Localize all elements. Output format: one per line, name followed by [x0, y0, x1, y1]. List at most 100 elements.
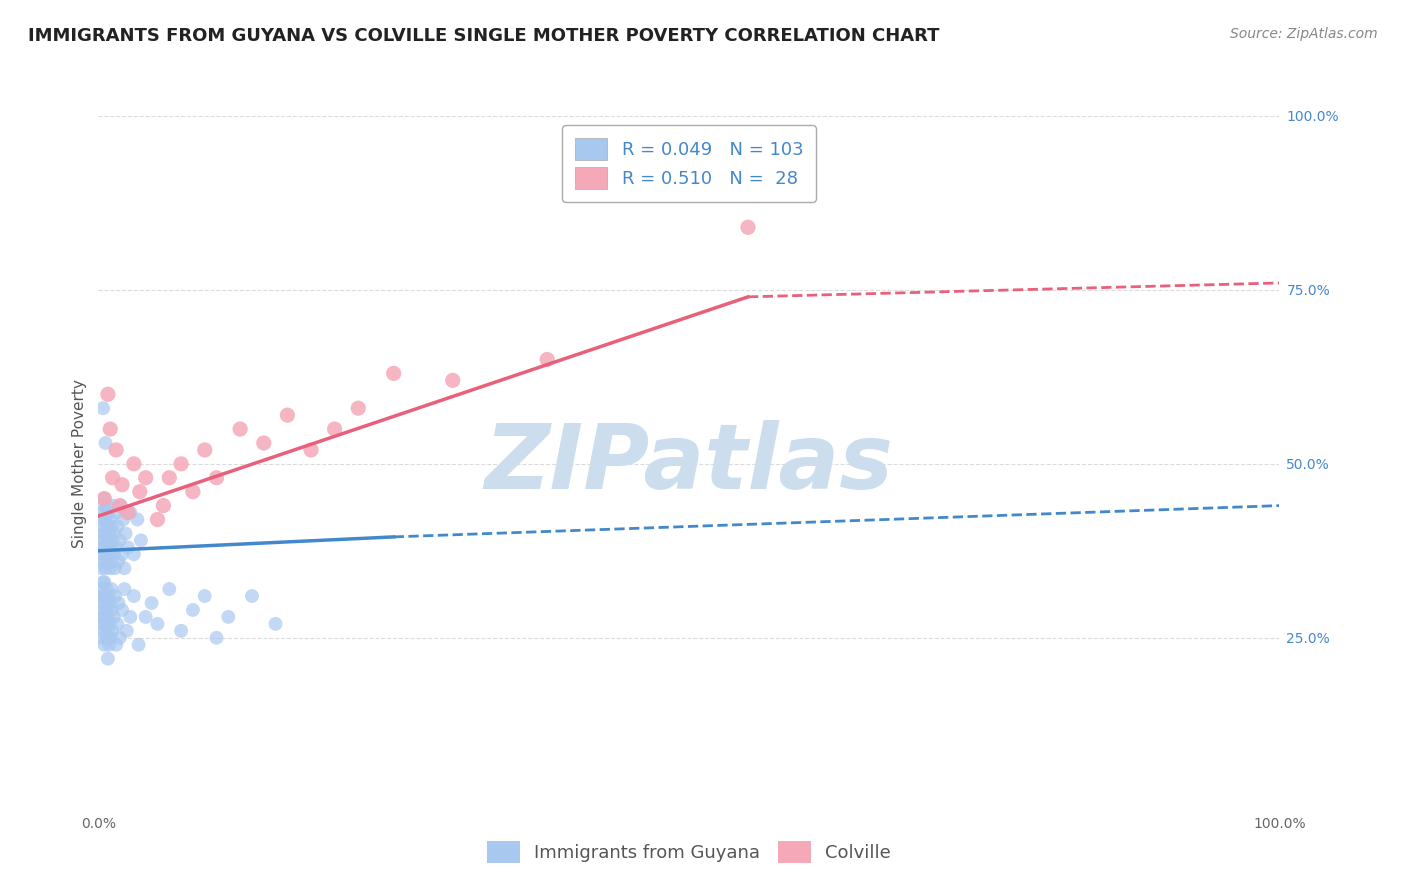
Point: [205, 471, 228, 485]
Point: [94, 616, 117, 631]
Point: [112, 561, 135, 575]
Point: [93, 541, 115, 555]
Point: [205, 631, 228, 645]
Point: [97, 506, 120, 520]
Point: [94, 512, 117, 526]
Point: [90, 582, 112, 596]
Point: [97, 387, 120, 401]
Point: [96, 499, 118, 513]
Point: [229, 422, 252, 436]
Point: [94, 436, 117, 450]
Point: [120, 506, 142, 520]
Point: [90, 512, 112, 526]
Point: [110, 499, 132, 513]
Point: [89, 541, 111, 555]
Point: [114, 526, 136, 541]
Point: [89, 596, 111, 610]
Point: [100, 582, 122, 596]
Point: [98, 526, 121, 541]
Point: [129, 533, 152, 548]
Point: [101, 499, 124, 513]
Point: [90, 616, 112, 631]
Point: [91, 575, 114, 590]
Point: [128, 484, 150, 499]
Point: [108, 631, 131, 645]
Point: [98, 638, 121, 652]
Point: [536, 352, 558, 367]
Point: [157, 582, 180, 596]
Point: [105, 519, 128, 533]
Point: [91, 554, 114, 568]
Point: [127, 512, 149, 526]
Point: [146, 616, 169, 631]
Point: [105, 638, 128, 652]
Point: [91, 526, 114, 541]
Point: [93, 610, 115, 624]
Point: [104, 589, 127, 603]
Point: [96, 533, 118, 548]
Point: [93, 526, 115, 541]
Legend: Immigrants from Guyana, Colville: Immigrants from Guyana, Colville: [478, 832, 900, 872]
Point: [91, 589, 114, 603]
Point: [96, 554, 118, 568]
Point: [103, 547, 125, 561]
Text: IMMIGRANTS FROM GUYANA VS COLVILLE SINGLE MOTHER POVERTY CORRELATION CHART: IMMIGRANTS FROM GUYANA VS COLVILLE SINGL…: [28, 27, 939, 45]
Point: [152, 499, 174, 513]
Point: [98, 512, 121, 526]
Point: [382, 367, 405, 381]
Point: [117, 506, 139, 520]
Point: [170, 624, 193, 638]
Point: [135, 471, 157, 485]
Point: [94, 547, 117, 561]
Point: [96, 631, 118, 645]
Point: [135, 610, 157, 624]
Point: [111, 477, 134, 491]
Point: [93, 638, 115, 652]
Point: [97, 519, 120, 533]
Point: [98, 616, 121, 631]
Point: [91, 624, 114, 638]
Point: [91, 499, 114, 513]
Point: [97, 589, 120, 603]
Point: [170, 457, 193, 471]
Point: [91, 533, 114, 548]
Point: [276, 408, 298, 422]
Point: [91, 506, 114, 520]
Point: [100, 519, 122, 533]
Point: [120, 610, 142, 624]
Point: [128, 638, 150, 652]
Point: [101, 471, 124, 485]
Point: [91, 401, 114, 416]
Point: [93, 491, 115, 506]
Point: [91, 519, 114, 533]
Point: [91, 547, 114, 561]
Point: [112, 582, 135, 596]
Point: [97, 651, 120, 665]
Point: [98, 547, 121, 561]
Point: [107, 554, 129, 568]
Point: [105, 616, 128, 631]
Point: [194, 442, 217, 457]
Point: [103, 526, 125, 541]
Point: [122, 589, 145, 603]
Point: [117, 541, 139, 555]
Point: [98, 561, 121, 575]
Point: [141, 596, 163, 610]
Point: [108, 499, 131, 513]
Point: [91, 610, 114, 624]
Point: [146, 512, 169, 526]
Point: [96, 603, 118, 617]
Point: [240, 589, 263, 603]
Point: [91, 631, 114, 645]
Point: [93, 491, 115, 506]
Point: [299, 442, 322, 457]
Point: [98, 596, 121, 610]
Point: [94, 561, 117, 575]
Point: [97, 610, 120, 624]
Point: [98, 422, 121, 436]
Point: [104, 561, 127, 575]
Point: [98, 541, 121, 555]
Point: [441, 373, 464, 387]
Point: [100, 603, 122, 617]
Point: [98, 631, 121, 645]
